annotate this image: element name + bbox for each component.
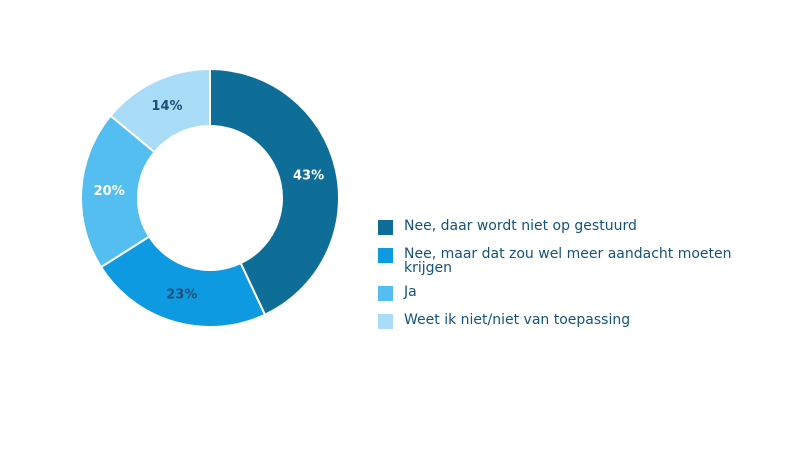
legend-label: Nee, daar wordt niet op gestuurd [404, 218, 637, 234]
legend-label: Weet ik niet/niet van toepassing [404, 312, 631, 328]
legend-swatch [378, 220, 393, 235]
legend-label: Nee, maar dat zou wel meer aandacht moet… [404, 246, 732, 276]
slice-value-label: 14% [151, 99, 182, 114]
legend-item: Nee, daar wordt niet op gestuurd [378, 219, 744, 235]
donut-slice [209, 67, 340, 317]
legend-swatch [378, 248, 393, 263]
legend-item: Ja [378, 285, 744, 301]
donut-slice [99, 235, 267, 328]
legend-item: Nee, maar dat zou wel meer aandacht moet… [378, 247, 744, 275]
legend-swatch [378, 314, 393, 329]
donut-slice [80, 114, 156, 269]
legend-item: Weet ik niet/niet van toepassing [378, 313, 744, 329]
slice-value-label: 23% [166, 287, 197, 302]
donut-slice [109, 67, 211, 154]
legend-swatch [378, 286, 393, 301]
slice-value-label: 43% [293, 168, 324, 183]
legend-label: Ja [404, 284, 417, 300]
slice-value-label: 20% [94, 184, 125, 199]
